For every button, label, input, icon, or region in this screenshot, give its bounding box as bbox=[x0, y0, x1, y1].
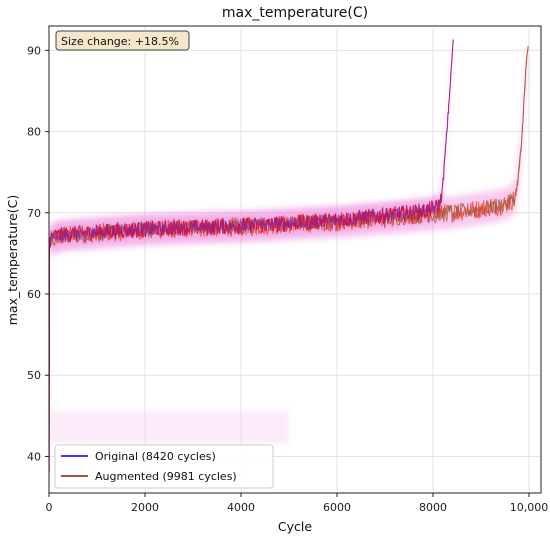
y-tick-label: 70 bbox=[27, 207, 41, 220]
y-tick-label: 60 bbox=[27, 288, 41, 301]
legend-original-label: Original (8420 cycles) bbox=[95, 450, 216, 463]
y-ticks: 40 50 60 70 80 90 bbox=[27, 44, 49, 463]
x-axis-label: Cycle bbox=[278, 519, 312, 534]
x-tick-label: 0 bbox=[46, 501, 53, 514]
y-axis-label: max_temperature(C) bbox=[5, 195, 20, 326]
original-series-line bbox=[49, 42, 454, 473]
plot-content bbox=[49, 34, 529, 473]
annotation-box: Size change: +18.5% bbox=[55, 30, 190, 51]
x-ticks: 0 2000 4000 6000 8000 10,000 bbox=[46, 493, 549, 514]
x-tick-label: 6000 bbox=[323, 501, 351, 514]
legend-box bbox=[54, 444, 274, 489]
x-tick-label: 4000 bbox=[227, 501, 255, 514]
low-value-noise-band bbox=[49, 410, 289, 444]
annotation-text: Size change: +18.5% bbox=[61, 35, 179, 48]
plot-frame bbox=[48, 25, 542, 494]
y-tick-label: 90 bbox=[27, 44, 41, 57]
y-tick-label: 80 bbox=[27, 126, 41, 139]
original-overlap-line bbox=[49, 39, 454, 473]
y-tick-label: 40 bbox=[27, 450, 41, 463]
x-tick-label: 2000 bbox=[131, 501, 159, 514]
chart-title: max_temperature(C) bbox=[222, 5, 368, 21]
x-tick-label: 8000 bbox=[419, 501, 447, 514]
legend-augmented-label: Augmented (9981 cycles) bbox=[95, 470, 237, 483]
y-tick-label: 50 bbox=[27, 369, 41, 382]
legend: Original (8420 cycles) Augmented (9981 c… bbox=[54, 444, 274, 489]
x-tick-label: 10,000 bbox=[510, 501, 549, 514]
